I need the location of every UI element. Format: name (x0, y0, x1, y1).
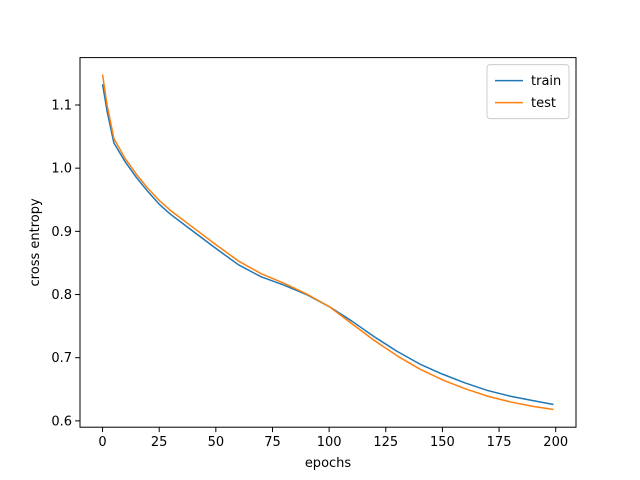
x-tick-label: 75 (264, 435, 281, 450)
x-tick-label: 100 (317, 435, 342, 450)
x-axis-label: epochs (305, 456, 352, 471)
x-tick-label: 50 (208, 435, 225, 450)
y-tick-label: 1.1 (51, 98, 72, 113)
x-tick-label: 0 (98, 435, 106, 450)
legend-label: test (531, 96, 556, 111)
plot-frame (79, 57, 577, 428)
y-tick-label: 1.0 (51, 162, 72, 177)
x-tick-label: 200 (543, 435, 568, 450)
x-tick-label: 125 (373, 435, 398, 450)
legend-label: train (531, 74, 561, 89)
legend-box (486, 64, 570, 120)
y-tick-label: 0.8 (51, 288, 72, 303)
x-tick-label: 175 (487, 435, 512, 450)
series-line (101, 84, 554, 406)
series-line (101, 74, 554, 411)
x-tick-label: 25 (151, 435, 168, 450)
y-tick-label: 0.6 (51, 414, 72, 429)
y-tick-label: 0.7 (51, 351, 72, 366)
y-tick-label: 0.9 (51, 225, 72, 240)
x-tick-label: 150 (430, 435, 455, 450)
y-axis-label: cross entropy (28, 198, 43, 286)
